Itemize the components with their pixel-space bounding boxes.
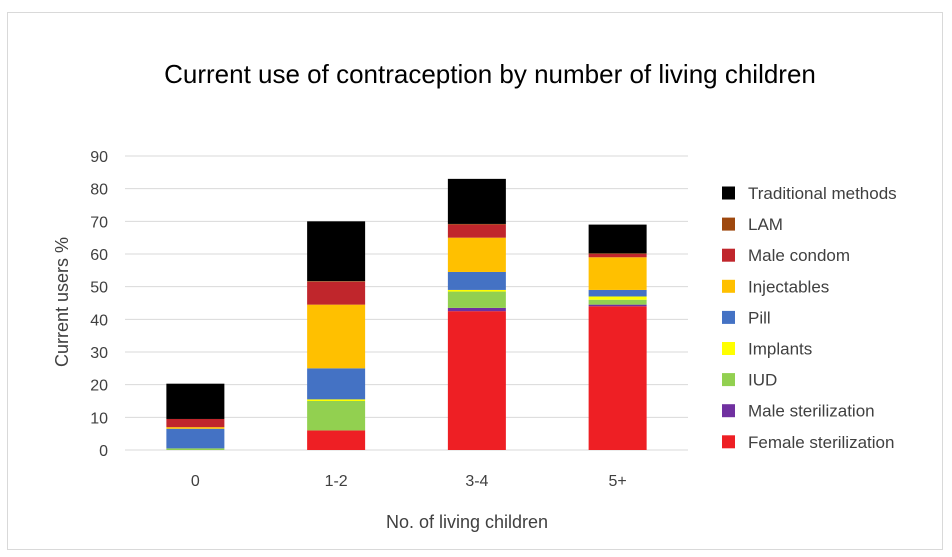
bar-segment	[588, 257, 647, 290]
legend-swatch	[722, 404, 735, 418]
y-tick-label: 90	[90, 149, 108, 166]
bar-segment	[588, 306, 647, 450]
legend-label: LAM	[748, 215, 783, 234]
bar-segment	[588, 299, 647, 305]
bar-segment	[166, 428, 225, 449]
x-tick-label: 1-2	[325, 473, 348, 490]
y-tick-label: 10	[90, 410, 108, 427]
legend-label: Male sterilization	[748, 402, 875, 421]
legend-swatch	[722, 279, 735, 293]
bar-segment	[588, 254, 647, 258]
legend-label: Implants	[748, 340, 812, 359]
legend-swatch	[722, 435, 735, 449]
bar-segment	[166, 427, 225, 429]
bar-segment	[307, 281, 366, 282]
bar-segment	[588, 253, 647, 254]
x-tick-label: 0	[191, 473, 200, 490]
x-tick-label: 5+	[609, 473, 627, 490]
y-tick-label: 80	[90, 182, 108, 199]
bar-segment	[447, 178, 506, 224]
legend-label: Injectables	[748, 277, 829, 296]
legend-swatch	[722, 342, 735, 355]
bar-segment	[447, 271, 506, 290]
bar-segment	[447, 307, 506, 312]
bar-segment	[447, 224, 506, 238]
y-tick-label: 70	[90, 214, 108, 231]
y-tick-label: 50	[90, 280, 108, 297]
bar-segment	[166, 418, 225, 428]
bar-segment	[307, 281, 366, 305]
bar-segment	[307, 430, 366, 450]
bar-segment	[307, 368, 366, 400]
bar-segment	[447, 291, 506, 308]
y-tick-label: 40	[90, 312, 108, 329]
legend-swatch	[722, 373, 735, 387]
chart-title: Current use of contraception by number o…	[164, 59, 816, 89]
legend-swatch	[722, 248, 735, 262]
x-tick-label: 3-4	[465, 473, 488, 490]
y-axis-label: Current users %	[52, 237, 72, 367]
legend-label: Traditional methods	[748, 184, 897, 203]
x-axis-label: No. of living children	[386, 512, 548, 532]
bar-segment	[307, 304, 366, 369]
bar-segment	[588, 304, 647, 307]
bars	[166, 178, 647, 450]
bar-segment	[307, 221, 366, 282]
legend-swatch	[722, 310, 735, 324]
y-axis-ticks: 0 10 20 30 40 50 60 70 80 90	[90, 149, 108, 460]
y-tick-label: 30	[90, 345, 108, 362]
bar-segment	[447, 289, 506, 292]
y-tick-label: 0	[99, 443, 108, 460]
y-tick-label: 60	[90, 247, 108, 264]
legend-swatch	[722, 217, 735, 231]
bar-segment	[588, 296, 647, 300]
legend-label: Female sterilization	[748, 433, 894, 452]
bar-segment	[307, 401, 366, 431]
legend-label: Male condom	[748, 246, 850, 265]
bar-segment	[447, 223, 506, 225]
bar-segment	[166, 448, 225, 450]
bar-segment	[588, 224, 647, 254]
bar-segment	[588, 289, 647, 297]
legend-label: IUD	[748, 371, 777, 390]
bar-segment	[447, 311, 506, 450]
legend-label: Pill	[748, 308, 771, 327]
bar-segment	[447, 237, 506, 272]
y-tick-label: 20	[90, 378, 108, 395]
bar-segment	[307, 399, 366, 401]
bar-segment	[166, 383, 225, 419]
legend: Traditional methods LAM Male condom Injecta…	[722, 184, 897, 452]
legend-swatch	[722, 186, 735, 200]
x-axis-ticks: 0 1-2 3-4 5+	[191, 473, 627, 490]
